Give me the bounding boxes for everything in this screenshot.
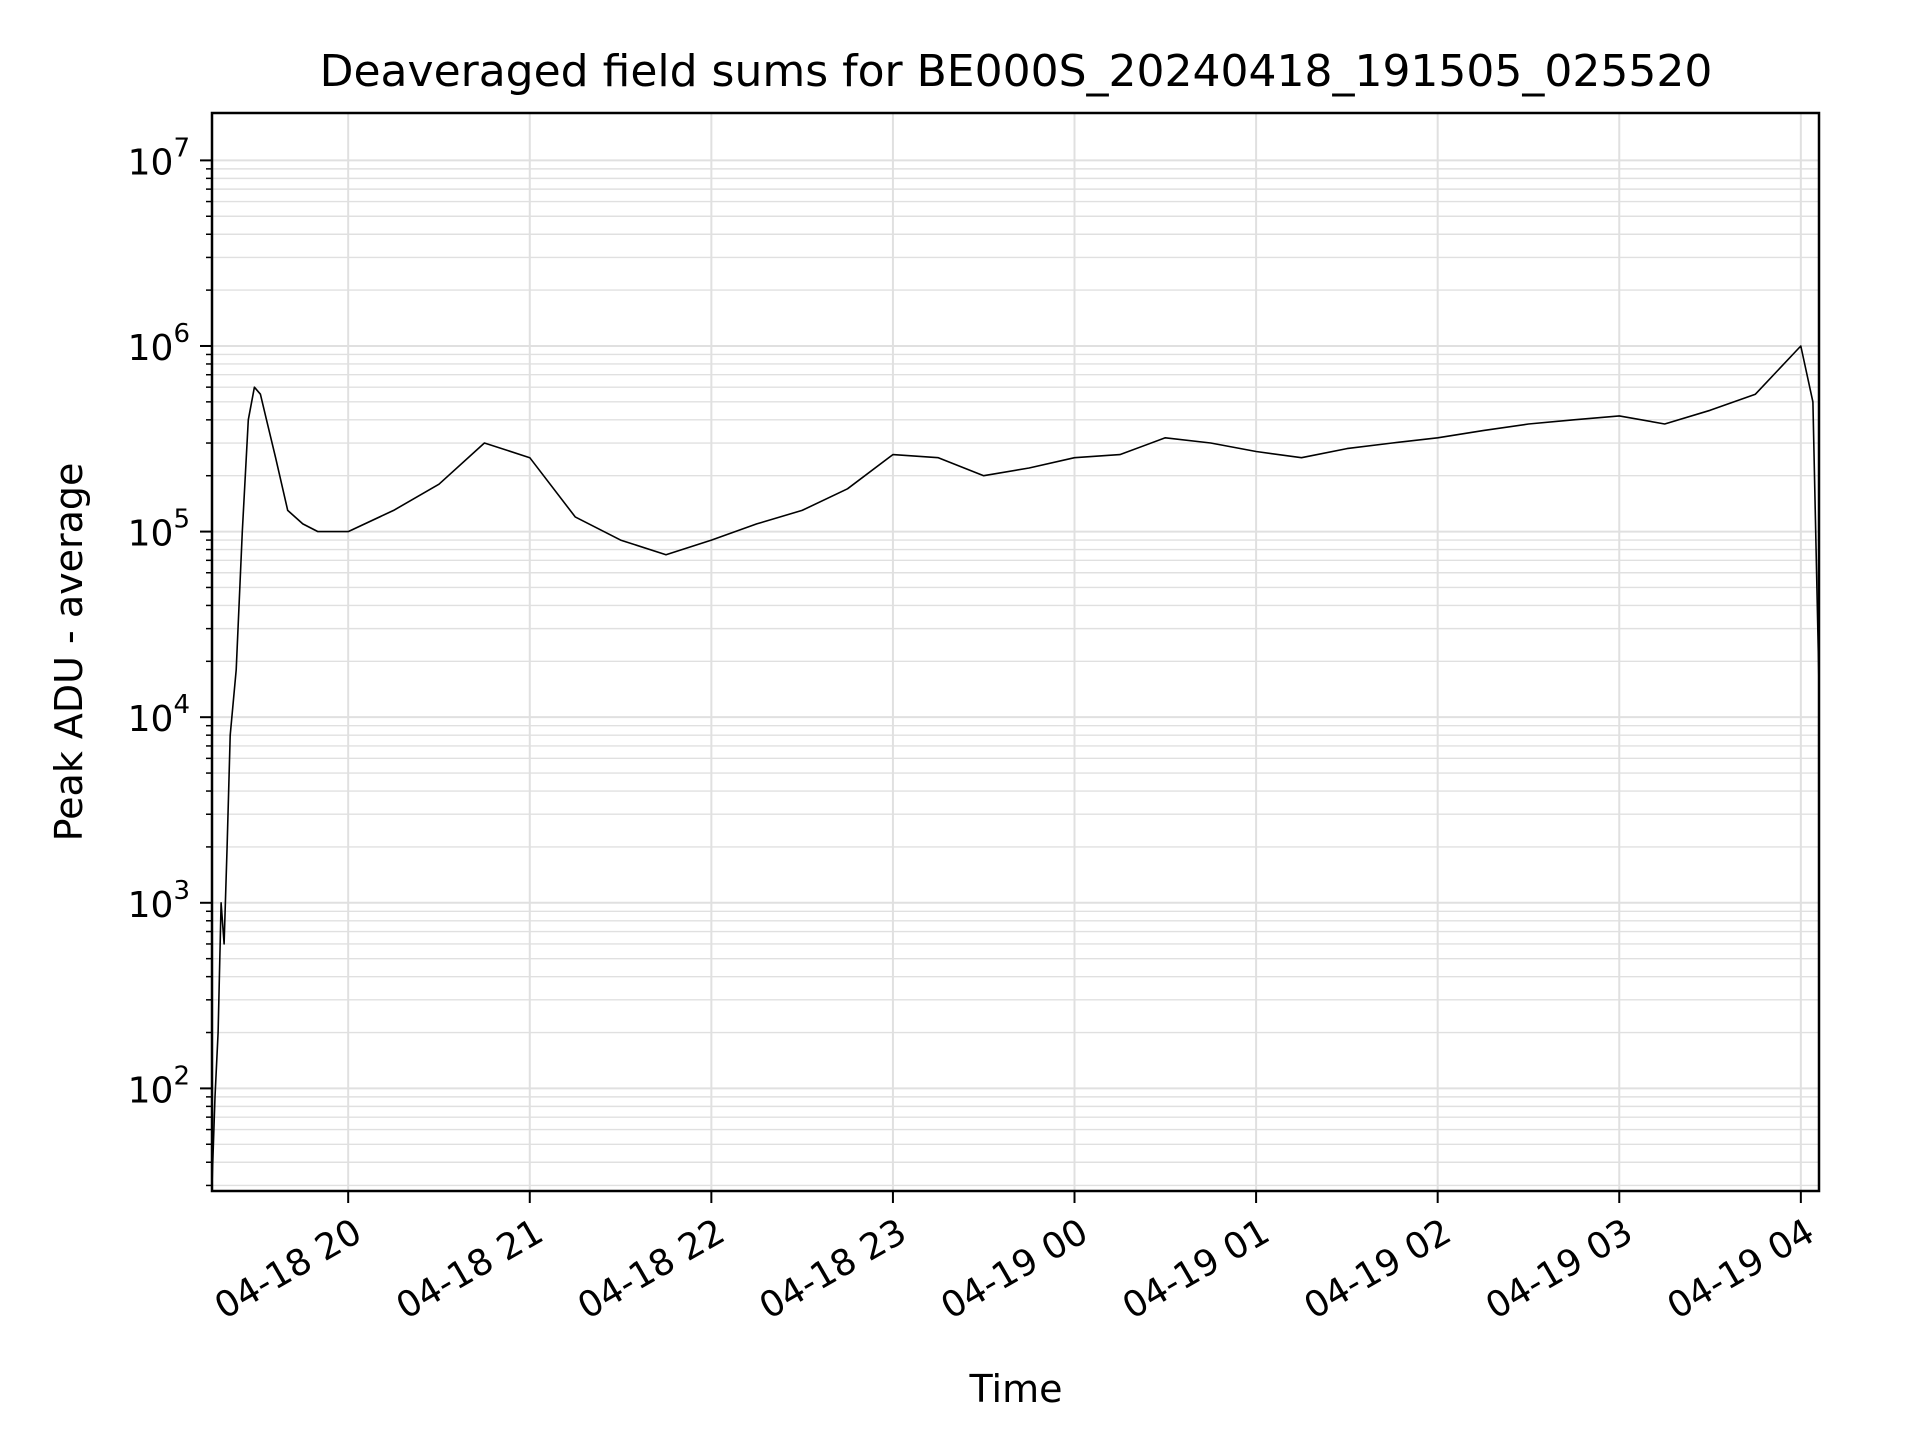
x-tick-label: 04-18 22	[571, 1211, 732, 1327]
x-tick-label: 04-19 00	[934, 1211, 1095, 1327]
y-tick-label: 106	[128, 319, 190, 369]
x-tick-label: 04-19 02	[1298, 1211, 1459, 1327]
y-axis-title: Peak ADU - average	[47, 463, 91, 842]
ticks: 04-18 20 04-18 21 04-18 22 04-18 23 04-19 00…	[128, 133, 1822, 1327]
x-tick-label: 04-18 21	[390, 1211, 551, 1327]
x-tick-label: 04-19 03	[1479, 1211, 1640, 1327]
series-layer	[211, 345, 1820, 1186]
y-tick-label: 103	[128, 876, 190, 926]
y-tick-label: 104	[128, 690, 190, 740]
x-tick-label: 04-19 01	[1116, 1211, 1277, 1327]
x-tick-label: 04-19 04	[1661, 1211, 1822, 1327]
grid	[212, 113, 1819, 1191]
series-line	[211, 345, 1820, 1186]
x-axis-title: Time	[969, 1367, 1063, 1411]
chart-title: Deaveraged field sums for BE000S_2024041…	[320, 46, 1713, 97]
y-tick-label: 102	[128, 1061, 190, 1111]
y-tick-label: 107	[128, 133, 190, 183]
x-tick-label: 04-18 23	[753, 1211, 914, 1327]
y-tick-label: 105	[128, 505, 190, 555]
x-tick-label: 04-18 20	[208, 1211, 369, 1327]
plot-frame	[210, 111, 1821, 1193]
